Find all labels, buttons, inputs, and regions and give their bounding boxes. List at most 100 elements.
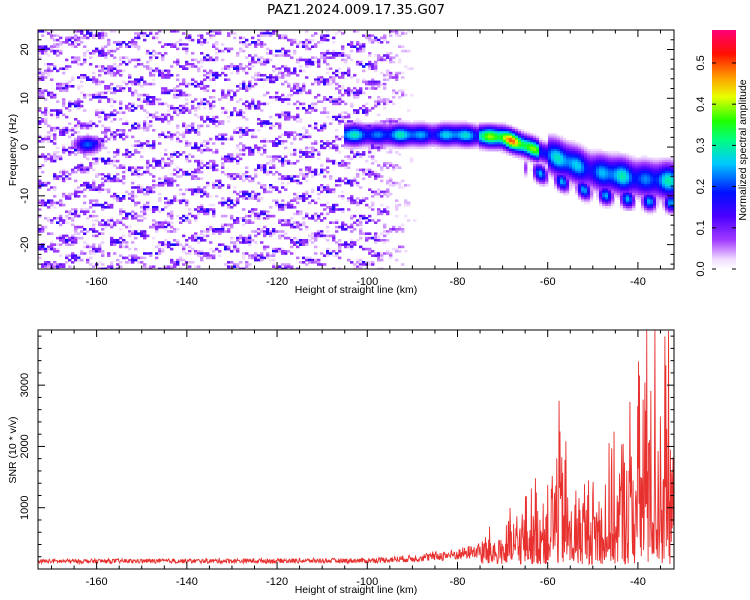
heatmap-cell <box>326 166 330 169</box>
heatmap-cell <box>341 144 345 147</box>
heatmap-cell <box>305 168 309 172</box>
heatmap-cell <box>368 214 372 218</box>
heatmap-cell <box>311 155 315 158</box>
heatmap-cell <box>155 245 159 249</box>
heatmap-cell <box>395 199 399 202</box>
heatmap-cell <box>245 166 249 169</box>
heatmap-cell <box>245 104 249 108</box>
heatmap-cell <box>365 111 369 114</box>
heatmap-cell <box>530 146 534 150</box>
heatmap-cell <box>311 148 315 152</box>
heatmap-cell <box>176 107 180 110</box>
heatmap-cell <box>38 140 42 143</box>
heatmap-cell <box>167 69 171 73</box>
heatmap-cell <box>380 140 384 143</box>
heatmap-cell <box>299 173 303 176</box>
heatmap-cell <box>551 164 555 167</box>
heatmap-cell <box>197 168 201 172</box>
heatmap-cell <box>362 69 366 73</box>
heatmap-cell <box>545 140 549 143</box>
heatmap-cell <box>371 67 375 70</box>
heatmap-cell <box>350 131 354 134</box>
heatmap-cell <box>485 129 489 132</box>
heatmap-cell <box>188 212 192 216</box>
heatmap-cell <box>527 153 531 156</box>
heatmap-cell <box>353 45 357 48</box>
heatmap-cell <box>242 236 246 240</box>
heatmap-cell <box>167 243 171 246</box>
heatmap-cell <box>161 120 165 123</box>
heatmap-cell <box>95 146 99 150</box>
heatmap-cell <box>305 91 309 95</box>
heatmap-cell <box>392 102 396 106</box>
heatmap-cell <box>410 122 414 125</box>
heatmap-cell <box>287 177 291 180</box>
heatmap-cell <box>359 135 363 139</box>
heatmap-cell <box>353 155 357 158</box>
heatmap-cell <box>119 208 123 211</box>
heatmap-cell <box>146 98 150 101</box>
heatmap-cell <box>419 137 423 141</box>
heatmap-cell <box>404 214 408 218</box>
heatmap-cell <box>293 212 297 216</box>
heatmap-cell <box>200 170 204 174</box>
heatmap-cell <box>92 252 96 255</box>
heatmap-cell <box>422 120 426 123</box>
heatmap-cell <box>323 126 327 130</box>
heatmap-cell <box>113 179 117 183</box>
heatmap-cell <box>47 157 51 161</box>
heatmap-cell <box>104 71 108 75</box>
heatmap-cell <box>383 223 387 227</box>
heatmap-cell <box>221 164 225 167</box>
heatmap-cell <box>86 76 90 79</box>
heatmap-cell <box>74 140 78 143</box>
heatmap-cell <box>254 214 258 218</box>
heatmap-cell <box>140 100 144 103</box>
heatmap-cell <box>101 219 105 222</box>
heatmap-cell <box>356 109 360 112</box>
heatmap-cell <box>257 122 261 125</box>
heatmap-cell <box>323 236 327 240</box>
heatmap-cell <box>359 221 363 224</box>
heatmap-cell <box>314 45 318 48</box>
heatmap-cell <box>389 179 393 183</box>
heatmap-cell <box>554 148 558 152</box>
heatmap-cell <box>296 120 300 123</box>
heatmap-cell <box>278 206 282 209</box>
heatmap-cell <box>284 263 288 266</box>
heatmap-cell <box>368 135 372 139</box>
heatmap-cell <box>365 146 369 150</box>
heatmap-cell <box>542 144 546 147</box>
heatmap-cell <box>167 104 171 108</box>
heatmap-cell <box>38 76 42 79</box>
heatmap-cell <box>305 129 309 132</box>
heatmap-cell <box>101 45 105 48</box>
heatmap-cell <box>530 133 534 136</box>
heatmap-cell <box>194 109 198 112</box>
heatmap-cell <box>107 179 111 183</box>
heatmap-cell <box>368 38 372 42</box>
heatmap-cell <box>365 170 369 174</box>
heatmap-cell <box>200 258 204 262</box>
heatmap-cell <box>350 135 354 139</box>
heatmap-cell <box>395 142 399 145</box>
heatmap-cell <box>80 225 84 229</box>
heatmap-cell <box>320 184 324 187</box>
heatmap-cell <box>323 107 327 110</box>
heatmap-cell <box>533 155 537 158</box>
heatmap-cell <box>374 241 378 244</box>
heatmap-cell <box>353 153 357 156</box>
heatmap-cell <box>59 170 63 174</box>
heatmap-cell <box>251 177 255 180</box>
heatmap-cell <box>104 131 108 134</box>
heatmap-cell <box>77 87 81 90</box>
heatmap-cell <box>137 63 141 66</box>
heatmap-cell <box>398 89 402 92</box>
heatmap-cell <box>317 63 321 66</box>
heatmap-cell <box>485 137 489 141</box>
heatmap-cell <box>542 155 546 158</box>
heatmap-cell <box>410 93 414 97</box>
heatmap-cell <box>116 197 120 200</box>
heatmap-cell <box>266 256 270 260</box>
